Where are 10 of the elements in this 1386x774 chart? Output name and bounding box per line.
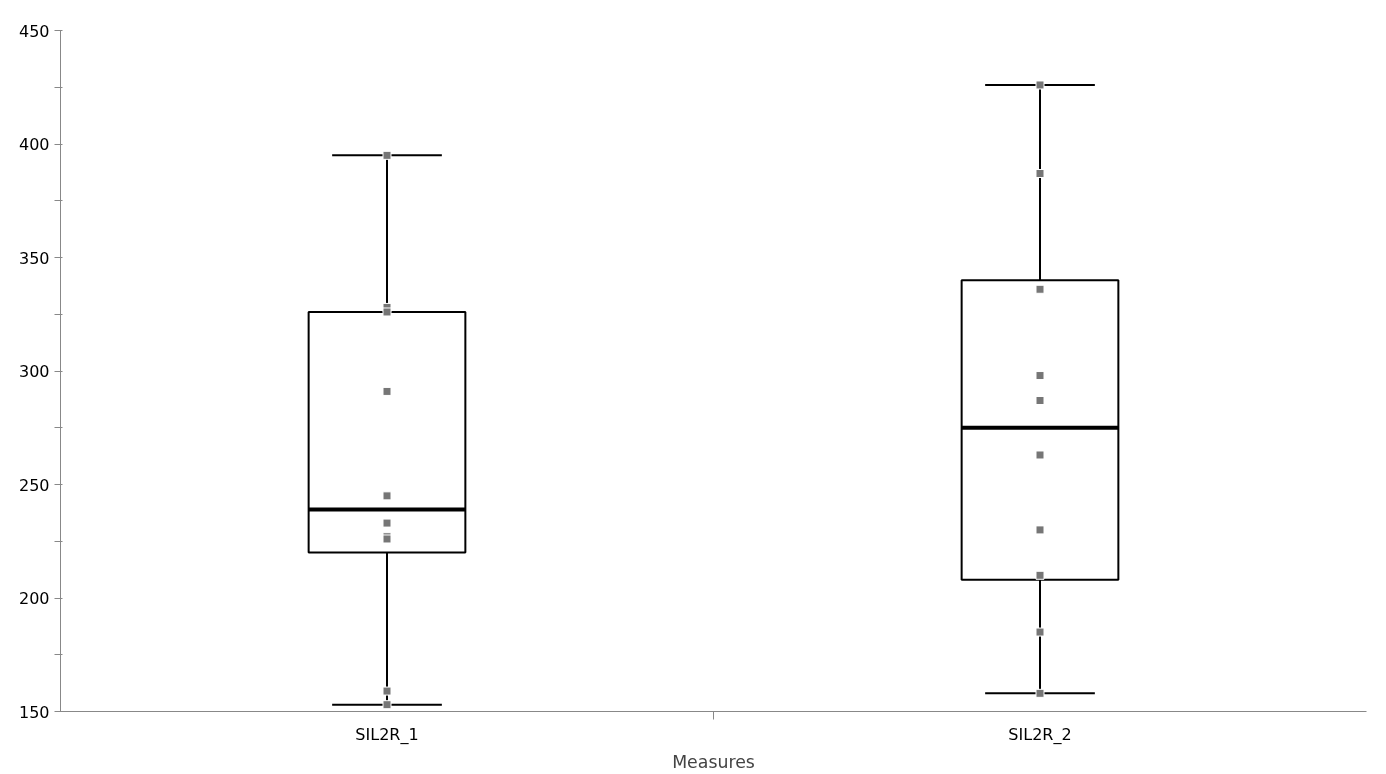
y-tick-label: 350 xyxy=(18,248,50,268)
x-axis-title: Measures xyxy=(672,751,755,772)
y-tick-label: 450 xyxy=(18,21,50,41)
y-tick-label: 250 xyxy=(18,475,50,495)
y-tick-label: 200 xyxy=(18,589,50,608)
x-tick-label: SIL2R_2 xyxy=(1008,724,1072,745)
y-tick-label: 300 xyxy=(18,362,50,381)
x-tick-label: SIL2R_1 xyxy=(355,724,419,745)
y-tick-label: 150 xyxy=(18,702,50,722)
y-tick-label: 400 xyxy=(18,135,50,154)
